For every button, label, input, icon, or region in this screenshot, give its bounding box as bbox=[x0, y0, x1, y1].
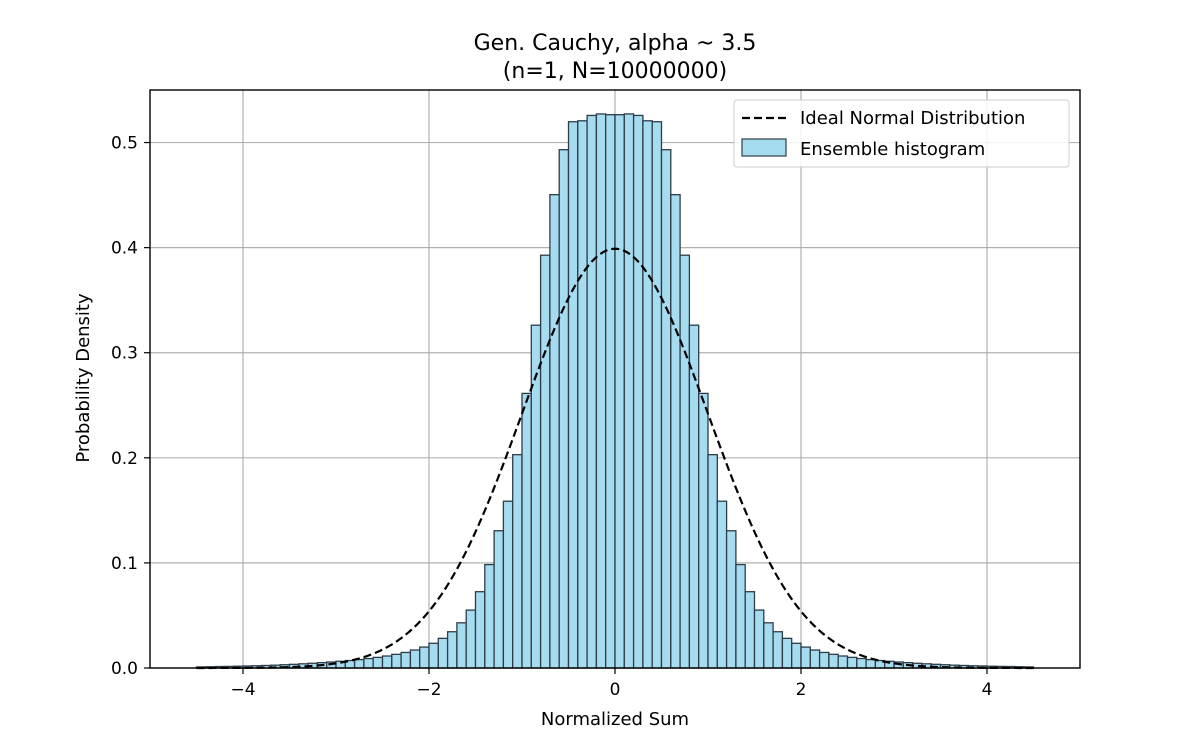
y-tick-label: 0.2 bbox=[111, 449, 138, 469]
histogram-bar bbox=[474, 591, 486, 669]
histogram-bar bbox=[781, 637, 793, 669]
histogram-bar bbox=[353, 658, 365, 669]
histogram-bar bbox=[577, 120, 588, 669]
histogram-bar bbox=[614, 114, 625, 669]
histogram-bar bbox=[642, 120, 653, 669]
histogram-bar bbox=[465, 609, 477, 669]
histogram-bar bbox=[502, 500, 514, 669]
y-tick-label: 0.0 bbox=[111, 659, 138, 679]
histogram-bar bbox=[791, 642, 802, 669]
histogram-bar bbox=[512, 454, 523, 669]
histogram-bars bbox=[195, 113, 1035, 669]
normal-curve bbox=[196, 247, 1034, 670]
histogram-bar bbox=[428, 642, 439, 669]
histogram-bar bbox=[409, 649, 421, 669]
histogram-bar bbox=[419, 646, 430, 669]
histogram-bar bbox=[558, 149, 570, 669]
chart-title: Gen. Cauchy, alpha ~ 3.5 bbox=[474, 31, 757, 56]
y-axis-label: Probability Density bbox=[73, 293, 94, 463]
histogram-bar bbox=[567, 121, 579, 669]
histogram-bar bbox=[837, 655, 849, 669]
histogram-bar bbox=[400, 651, 412, 669]
histogram-bar bbox=[651, 121, 663, 669]
histogram-bar bbox=[735, 563, 746, 669]
legend-curve-label: Ideal Normal Distribution bbox=[800, 108, 1025, 129]
histogram-bar bbox=[549, 194, 560, 669]
y-axis-ticks: 0.0 0.1 0.2 0.3 0.4 0.5 bbox=[111, 134, 150, 679]
histogram-bar bbox=[828, 653, 839, 669]
histogram-bar bbox=[586, 114, 598, 669]
histogram-bar bbox=[632, 114, 644, 669]
histogram-bar bbox=[605, 114, 616, 669]
histogram-bar bbox=[744, 591, 756, 669]
x-tick-label: −4 bbox=[230, 680, 255, 700]
y-tick-label: 0.4 bbox=[111, 239, 138, 259]
x-tick-label: 0 bbox=[610, 680, 621, 700]
histogram-bar bbox=[660, 149, 672, 669]
histogram-bar bbox=[521, 392, 532, 669]
histogram-bar bbox=[716, 500, 728, 669]
legend: Ideal Normal Distribution Ensemble histo… bbox=[733, 99, 1070, 168]
histogram-bar bbox=[679, 254, 691, 669]
chart-subtitle: (n=1, N=10000000) bbox=[503, 59, 727, 84]
histogram-bar bbox=[800, 646, 811, 669]
histogram-bar bbox=[809, 649, 821, 669]
histogram-bar bbox=[846, 656, 858, 669]
histogram-bar bbox=[456, 622, 467, 669]
histogram-bar bbox=[484, 563, 495, 669]
histogram-bar bbox=[446, 631, 458, 669]
x-axis-label: Normalized Sum bbox=[541, 709, 689, 730]
legend-box bbox=[733, 99, 1070, 168]
histogram-bar bbox=[725, 530, 737, 669]
histogram-bar bbox=[818, 651, 830, 669]
histogram-bar bbox=[391, 653, 402, 669]
histogram-bar bbox=[372, 656, 384, 669]
x-tick-label: 2 bbox=[796, 680, 807, 700]
legend-histogram-label: Ensemble histogram bbox=[800, 139, 985, 160]
y-tick-label: 0.1 bbox=[111, 554, 138, 574]
histogram-bar bbox=[539, 254, 551, 669]
histogram-bar bbox=[856, 657, 867, 669]
histogram-bar bbox=[595, 113, 607, 669]
histogram-bar bbox=[493, 530, 505, 669]
histogram-bar bbox=[772, 631, 784, 669]
histogram-bar bbox=[707, 454, 718, 669]
histogram-bar bbox=[381, 655, 393, 669]
histogram-bar bbox=[865, 658, 877, 669]
histogram-bar bbox=[670, 194, 681, 669]
histogram-bar bbox=[753, 609, 765, 669]
histogram-bar bbox=[698, 392, 709, 669]
y-tick-label: 0.3 bbox=[111, 344, 138, 364]
legend-histogram-swatch bbox=[741, 138, 787, 157]
histogram-bar bbox=[623, 113, 635, 669]
histogram-bar bbox=[763, 622, 774, 669]
histogram-bar bbox=[363, 657, 374, 669]
x-axis-ticks: −4 −2 0 2 4 bbox=[230, 668, 992, 700]
y-tick-label: 0.5 bbox=[111, 134, 138, 154]
histogram-bar bbox=[437, 637, 449, 669]
x-tick-label: 4 bbox=[982, 680, 993, 700]
x-tick-label: −2 bbox=[416, 680, 441, 700]
